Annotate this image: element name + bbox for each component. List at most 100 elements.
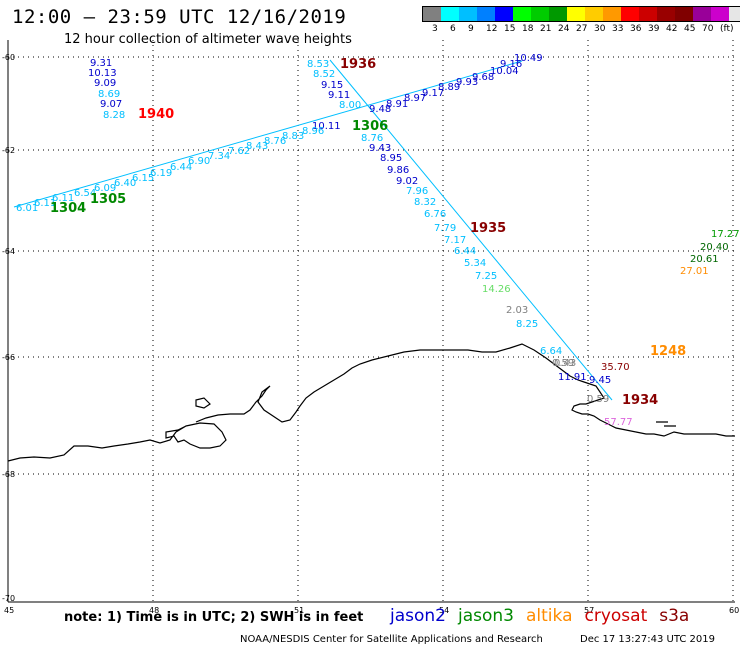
wave-height-value: 8.89 (438, 82, 460, 93)
wave-height-value: 8.25 (516, 319, 538, 330)
wave-height-value: 6.76 (424, 209, 446, 220)
latitude-labels: -60 -62 -64 -66 -68 -70 (2, 53, 15, 603)
wave-height-value: 8.32 (414, 197, 436, 208)
color-scale-label: 30 (594, 24, 606, 34)
wave-height-value: 8.53 (307, 59, 329, 70)
wave-height-value: 8.00 (339, 100, 361, 111)
color-scale-swatch (495, 7, 513, 21)
color-scale-swatch (459, 7, 477, 21)
credit-text: NOAA/NESDIS Center for Satellite Applica… (240, 634, 543, 645)
page-subtitle: 12 hour collection of altimeter wave hei… (64, 32, 352, 47)
wave-height-value: 7.25 (475, 271, 497, 282)
longitude-label: 57 (584, 606, 594, 615)
satellite-legend-altika: altika (526, 606, 573, 626)
wave-height-value: 8.96 (302, 126, 324, 137)
wave-height-value: 0.59 (552, 358, 574, 369)
wave-height-value: 6.19 (150, 168, 172, 179)
color-scale-labels: 3 6 9 12 15 18 21 24 27 30 33 36 39 42 45 70 (ft) (422, 24, 740, 38)
latitude-label: -60 (2, 53, 15, 62)
wave-height-value: 20.61 (690, 254, 719, 265)
wave-height-value: 0.59 (587, 394, 609, 405)
wave-height-value: 9.16 (500, 59, 522, 70)
wave-height-value: 8.97 (404, 93, 426, 104)
satellite-legend-jason2: jason2 (390, 606, 446, 626)
note-text: note: 1) Time is in UTC; 2) SWH is in fe… (64, 610, 364, 625)
longitude-label: 45 (4, 606, 14, 615)
wave-height-value: 8.28 (103, 110, 125, 121)
latitude-label: -64 (2, 247, 15, 256)
wave-height-value: 9.86 (387, 165, 409, 176)
satellite-tracks (13, 59, 613, 401)
pass-time-label: 1940 (138, 107, 174, 122)
wave-height-value: 6.64 (540, 346, 562, 357)
wave-height-value: 8.91 (386, 99, 408, 110)
wave-height-value: 8.83 (282, 131, 304, 142)
wave-height-value: 9.93 (456, 77, 478, 88)
wave-height-value: 10.13 (88, 68, 117, 79)
latitude-label: -66 (2, 353, 15, 362)
wave-height-value: 6.44 (454, 246, 476, 257)
color-scale-swatch (693, 7, 711, 21)
color-scale-label: 24 (558, 24, 570, 34)
pass-time-label: 1306 (352, 119, 388, 134)
color-scale-swatch (639, 7, 657, 21)
color-scale-label: 3 (432, 24, 438, 34)
wave-height-value: 10.11 (312, 121, 341, 132)
track-line-1306 (329, 59, 613, 401)
satellite-legend-s3a: s3a (659, 606, 690, 626)
color-scale-label: 45 (684, 24, 696, 34)
wave-height-value: 10.49 (514, 53, 543, 64)
color-scale-swatch (729, 7, 740, 21)
wave-height-value: 2.03 (506, 305, 528, 316)
wave-height-value: 8.76 (264, 136, 286, 147)
wave-height-value: 9.15 (321, 80, 343, 91)
longitude-label: 48 (149, 606, 159, 615)
latitude-label: -62 (2, 146, 15, 155)
color-scale-label: 9 (468, 24, 474, 34)
pass-time-label: 1248 (650, 344, 686, 359)
wave-height-value: 9.07 (100, 99, 122, 110)
wave-height-value: 6.09 (94, 183, 116, 194)
color-scale-label: 36 (630, 24, 642, 34)
wave-height-value: 6.01 (16, 203, 38, 214)
wave-height-value: 6.11 (34, 198, 56, 209)
wave-height-value: 9.45 (589, 375, 611, 386)
wave-height-value: 8.52 (313, 69, 335, 80)
track-line-1305 (13, 60, 523, 208)
satellite-legend: jason2 jason3 altika cryosat s3a (390, 606, 689, 626)
color-scale-swatch (603, 7, 621, 21)
wave-height-value: 57.77 (604, 417, 633, 428)
wave-height-value: 8.69 (98, 89, 120, 100)
wave-height-value: 9.43 (369, 143, 391, 154)
wave-height-value: 11.91 (558, 372, 587, 383)
longitude-labels: 45 48 51 54 57 60 (4, 606, 739, 615)
color-scale-swatch (549, 7, 567, 21)
color-scale-label: 12 (486, 24, 498, 34)
color-scale-swatch (711, 7, 729, 21)
color-scale-label: (ft) (720, 24, 734, 34)
wave-height-value: 8.43 (246, 141, 268, 152)
color-scale-label: 15 (504, 24, 516, 34)
wave-height-value: 9.31 (90, 58, 112, 69)
color-scale-bar (422, 6, 740, 22)
page-title: 12:00 – 23:59 UTC 12/16/2019 (12, 6, 347, 28)
wave-height-value: 6.15 (132, 173, 154, 184)
latitude-label: -68 (2, 470, 15, 479)
satellite-legend-jason3: jason3 (458, 606, 514, 626)
pass-time-label: 1936 (340, 57, 376, 72)
longitude-label: 60 (729, 606, 739, 615)
color-scale-label: 70 (702, 24, 714, 34)
wave-height-value: 7.79 (434, 223, 456, 234)
wave-height-value: 35.70 (601, 362, 630, 373)
pass-time-label: 1305 (90, 192, 126, 207)
wave-height-value: 8.76 (361, 133, 383, 144)
wave-height-value: 9.09 (94, 78, 116, 89)
color-scale-swatch (423, 7, 441, 21)
wave-height-value: 7.17 (444, 235, 466, 246)
wave-height-value: 0.43 (554, 358, 576, 369)
wave-height-value: 10.04 (490, 66, 519, 77)
color-scale-label: 27 (576, 24, 588, 34)
wave-height-value: 9.02 (396, 176, 418, 187)
